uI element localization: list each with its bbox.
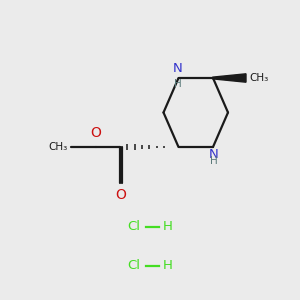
Text: CH₃: CH₃ — [49, 142, 68, 152]
Text: Cl: Cl — [127, 220, 140, 233]
Text: H: H — [174, 79, 182, 88]
Text: H: H — [163, 220, 173, 233]
Text: O: O — [91, 126, 101, 140]
Text: H: H — [163, 259, 173, 272]
Text: N: N — [209, 148, 219, 161]
Text: O: O — [115, 188, 126, 203]
Text: H: H — [210, 156, 218, 166]
Text: CH₃: CH₃ — [250, 73, 269, 83]
Text: N: N — [173, 62, 182, 75]
Text: Cl: Cl — [127, 259, 140, 272]
Polygon shape — [213, 74, 246, 82]
